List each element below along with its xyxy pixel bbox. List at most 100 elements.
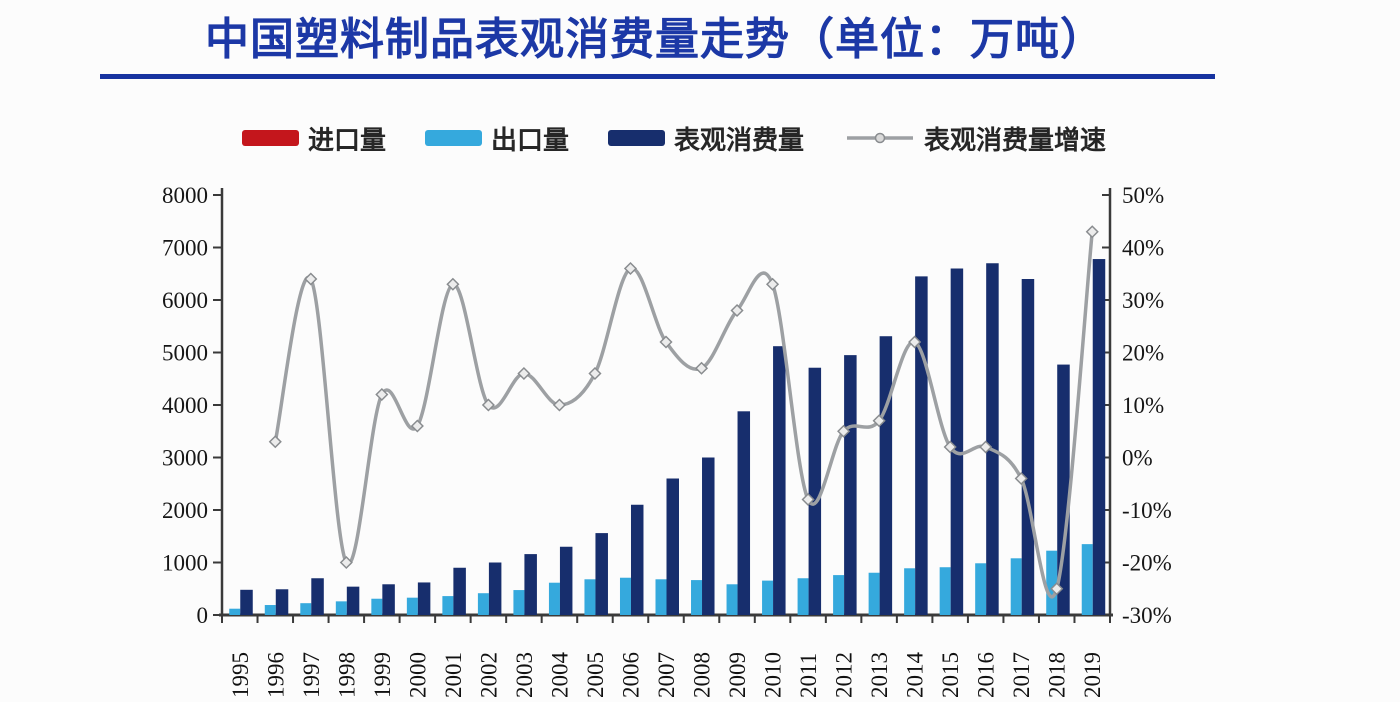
y-axis-left-label: 1000: [162, 551, 208, 576]
imports-swatch: [242, 130, 299, 146]
x-axis-label-2000: 2000: [405, 652, 430, 698]
bar-consumption-2006: [630, 504, 644, 615]
y-axis-right-label: 40%: [1122, 236, 1164, 261]
bar-export-1999: [371, 598, 383, 615]
bar-consumption-2011: [808, 367, 822, 615]
bar-export-2010: [762, 580, 774, 615]
growth-line-glyph: [847, 132, 913, 144]
bar-consumption-2019: [1092, 259, 1106, 615]
y-axis-left-label: 8000: [162, 183, 208, 208]
y-axis-right-label: 20%: [1122, 341, 1164, 366]
x-axis-label-2006: 2006: [618, 652, 643, 698]
y-axis-right-label: -10%: [1122, 498, 1172, 523]
growth-point-2002: [481, 398, 495, 412]
y-axis-left-label: 0: [197, 603, 209, 628]
x-axis-label-2011: 2011: [796, 653, 821, 698]
x-axis-label-1999: 1999: [370, 652, 395, 698]
legend-item-imports: 进口量: [242, 124, 386, 155]
bar-export-1995: [229, 608, 241, 615]
bar-export-2008: [691, 580, 703, 615]
bar-export-2003: [513, 590, 525, 615]
growth-point-1996: [268, 435, 282, 449]
growth-point-2005: [588, 366, 602, 381]
growth-point-2015: [943, 440, 957, 454]
y-axis-left-label: 7000: [162, 236, 208, 261]
bar-export-2012: [833, 575, 845, 615]
bar-export-2006: [619, 577, 631, 615]
x-axis-label-2012: 2012: [832, 652, 857, 698]
bar-consumption-1995: [240, 589, 253, 615]
growth-point-1997: [304, 272, 318, 286]
y-axis-right-label: -30%: [1122, 603, 1172, 628]
x-axis-label-2014: 2014: [903, 652, 928, 699]
bar-export-2014: [904, 568, 916, 615]
growth-point-2004: [552, 398, 567, 412]
y-axis-left-label: 5000: [162, 341, 208, 366]
x-axis-label-2001: 2001: [441, 652, 466, 698]
bar-export-2015: [939, 567, 951, 615]
imports-label: 进口量: [308, 124, 387, 155]
y-axis-right-label: 50%: [1122, 183, 1164, 208]
bar-export-1997: [300, 603, 312, 615]
growth-point-2017: [1014, 471, 1028, 486]
x-axis-label-2003: 2003: [512, 652, 537, 698]
bar-consumption-2002: [488, 562, 502, 615]
bar-consumption-1996: [275, 589, 289, 615]
y-axis-left-label: 3000: [162, 446, 208, 471]
growth-point-2010: [765, 277, 780, 291]
x-axis-label-2008: 2008: [690, 652, 715, 698]
bar-export-1996: [264, 605, 276, 615]
bar-export-2009: [726, 584, 738, 615]
x-axis-label-2013: 2013: [867, 652, 892, 698]
x-axis-label-2017: 2017: [1009, 652, 1034, 698]
growth-point-2000: [410, 419, 424, 433]
legend-item-exports: 出口量: [425, 124, 569, 155]
growth-point-2019: [1085, 225, 1099, 239]
bar-export-2017: [1010, 558, 1022, 615]
y-axis-right-label: 30%: [1122, 288, 1164, 313]
bar-consumption-1998: [346, 586, 360, 615]
consumption-label: 表观消费量: [674, 124, 805, 155]
x-axis-label-2007: 2007: [654, 652, 679, 698]
legend-item-consumption: 表观消费量: [608, 124, 804, 155]
bar-export-2000: [406, 597, 418, 615]
chart-title: 中国塑料制品表观消费量走势（单位：万吨）: [205, 15, 1105, 64]
growth-point-1998: [339, 555, 353, 570]
y-axis-left-label: 4000: [162, 393, 208, 418]
bar-consumption-2000: [417, 582, 431, 615]
exports-swatch: [425, 130, 482, 146]
bar-consumption-2015: [950, 268, 964, 615]
bar-export-2013: [868, 572, 880, 615]
x-axis-label-2016: 2016: [974, 652, 999, 698]
x-axis-label-1997: 1997: [299, 652, 324, 698]
consumption-swatch: [608, 130, 665, 146]
legend-item-growth: 表观消费量增速: [845, 124, 1106, 155]
bar-export-2011: [797, 578, 809, 615]
x-axis-label-2009: 2009: [725, 652, 750, 698]
bar-export-2019: [1081, 544, 1093, 615]
bar-export-1998: [335, 601, 347, 615]
x-axis-label-2018: 2018: [1045, 652, 1070, 698]
bar-consumption-2005: [595, 533, 608, 615]
growth-point-2001: [446, 277, 460, 291]
bar-consumption-2008: [702, 457, 715, 615]
bar-export-2002: [477, 593, 489, 615]
growth-point-2008: [694, 361, 709, 375]
x-axis-label-2004: 2004: [547, 652, 572, 699]
bar-consumption-2007: [666, 478, 679, 615]
growth-point-2009: [730, 303, 744, 318]
growth-label: 表观消费量增速: [924, 124, 1107, 155]
bar-consumption-2010: [773, 346, 786, 615]
bar-consumption-2004: [559, 546, 573, 615]
growth-point-2014: [908, 335, 922, 349]
growth-point-2007: [659, 335, 673, 349]
growth-point-2018: [1050, 582, 1064, 596]
growth-point-2012: [837, 424, 851, 438]
bar-consumption-2001: [453, 567, 466, 615]
growth-point-2013: [872, 414, 886, 428]
bar-export-2005: [584, 579, 596, 615]
growth-point-2016: [979, 440, 993, 454]
x-axis-label-2010: 2010: [761, 652, 786, 698]
